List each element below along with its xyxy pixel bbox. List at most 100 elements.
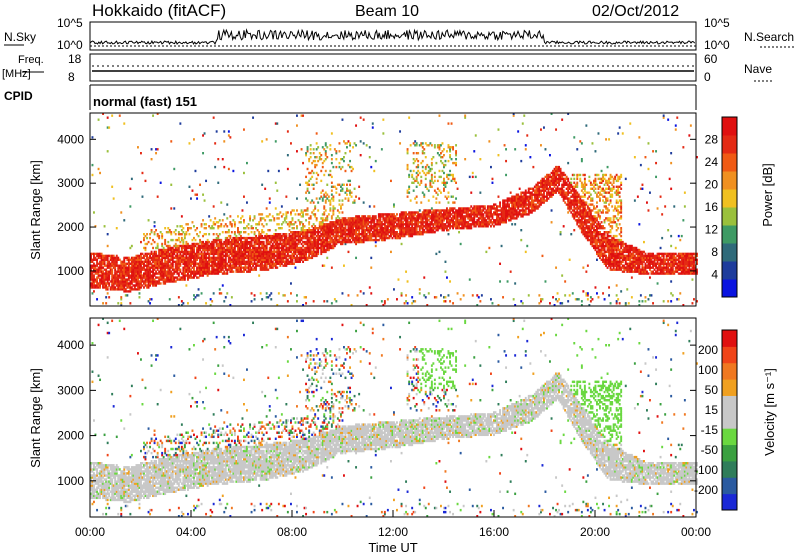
power-cell: [317, 250, 320, 254]
power-cell: [352, 146, 355, 149]
power-cell: [203, 246, 206, 250]
power-cell: [524, 250, 527, 254]
power-cell: [177, 256, 180, 260]
power-cell: [123, 270, 126, 273]
power-cell: [324, 242, 327, 246]
power-cell: [156, 112, 159, 115]
power-cell: [183, 234, 186, 238]
power-cell: [218, 242, 221, 246]
power-cell: [235, 264, 238, 267]
power-cell: [188, 270, 191, 273]
power-cell: [188, 274, 191, 277]
power-cell: [91, 276, 94, 279]
power-cell: [197, 244, 200, 248]
power-cell: [100, 252, 103, 256]
power-cell: [338, 234, 341, 238]
power-cell: [265, 260, 268, 263]
power-cell: [335, 165, 338, 169]
power-cell: [190, 248, 192, 252]
power-cell: [329, 233, 332, 236]
power-cell: [249, 250, 252, 254]
power-cell: [264, 236, 267, 240]
power-cell: [264, 256, 267, 260]
power-cell: [147, 278, 150, 281]
power-cell: [208, 254, 211, 258]
power-cell: [165, 266, 168, 269]
power-cell: [150, 231, 153, 234]
power-cell: [300, 256, 303, 260]
power-cell: [221, 284, 224, 287]
power-cell: [179, 276, 182, 279]
power-cell: [327, 229, 330, 232]
power-cell: [240, 256, 242, 260]
power-cell: [270, 238, 273, 242]
power-cell: [220, 252, 223, 256]
power-cell: [229, 240, 232, 244]
power-cell: [140, 272, 142, 275]
power-cell: [97, 284, 100, 287]
power-cell: [214, 223, 217, 226]
power-cell: [261, 258, 264, 261]
power-cell: [209, 304, 212, 307]
power-cell: [227, 231, 230, 234]
power-cell: [103, 272, 106, 275]
power-cell: [477, 296, 480, 299]
power-cell: [333, 221, 336, 224]
power-cell: [215, 268, 218, 271]
power-cell: [146, 262, 149, 265]
power-cell: [227, 130, 230, 133]
power-cell: [170, 252, 173, 256]
power-cell: [159, 181, 162, 184]
power-cell: [99, 286, 102, 289]
power-cell: [185, 284, 188, 287]
power-cell: [247, 254, 250, 258]
power-cell: [285, 234, 288, 238]
power-cell: [171, 272, 174, 275]
power-cell: [312, 171, 315, 175]
power-cell: [318, 234, 321, 238]
power-cell: [332, 213, 335, 216]
power-cell: [112, 274, 115, 277]
power-cell: [233, 240, 236, 244]
power-cell: [112, 264, 115, 267]
power-cell: [246, 161, 248, 165]
power-cell: [162, 254, 165, 258]
power-cell: [221, 248, 224, 252]
power-cell: [185, 252, 188, 256]
power-cell: [286, 130, 289, 133]
power-cell: [165, 270, 168, 273]
power-cell: [270, 258, 273, 261]
power-cell: [108, 272, 111, 275]
power-cell: [308, 236, 311, 240]
power-cell: [455, 158, 458, 161]
power-cell: [336, 221, 339, 224]
power-cell: [132, 268, 135, 271]
power-cell: [130, 177, 133, 181]
power-cell: [114, 260, 117, 263]
power-cell: [215, 258, 218, 261]
power-cell: [132, 256, 135, 260]
power-cell: [259, 246, 262, 250]
power-cell: [232, 252, 235, 256]
power-cell: [171, 248, 174, 252]
power-cell: [453, 201, 456, 204]
power-cell: [224, 254, 227, 258]
power-cell: [277, 248, 280, 252]
power-cell: [143, 272, 145, 275]
power-cell: [335, 221, 338, 224]
power-cell: [164, 258, 167, 261]
power-cell: [152, 238, 155, 242]
power-cell: [370, 165, 373, 169]
power-cell: [258, 213, 261, 216]
power-cell: [212, 256, 215, 260]
power-cell: [165, 272, 168, 275]
power-cell: [399, 130, 402, 133]
power-cell: [227, 258, 230, 261]
power-cell: [127, 272, 130, 275]
power-cell: [106, 286, 109, 289]
power-cell: [250, 227, 253, 230]
power-cell: [346, 193, 348, 196]
power-cell: [232, 270, 235, 273]
power-cell: [129, 290, 132, 293]
power-cell: [324, 201, 327, 204]
